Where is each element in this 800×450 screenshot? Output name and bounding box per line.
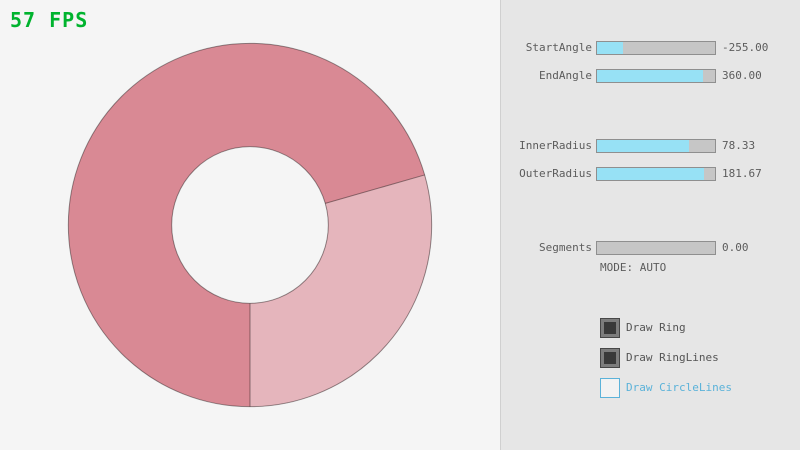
draw-circlelines-checkbox[interactable] (600, 378, 620, 398)
end-angle-value: 360.00 (722, 69, 762, 82)
fps-counter: 57 FPS (10, 8, 89, 32)
ring-boundary-line-right (325, 174, 425, 204)
end-angle-slider[interactable] (596, 69, 716, 83)
inner-radius-slider[interactable] (596, 139, 716, 153)
end-angle-label: EndAngle (539, 69, 592, 82)
segments-slider[interactable] (596, 241, 716, 255)
draw-ring-label: Draw Ring (626, 321, 686, 334)
check-mark (604, 322, 616, 334)
ring-single-sector (250, 174, 432, 407)
inner-radius-label: InnerRadius (519, 139, 592, 152)
start-angle-row: StartAngle -255.00 (500, 41, 800, 55)
segments-mode-text: MODE: AUTO (600, 261, 667, 274)
segments-label: Segments (539, 241, 592, 254)
inner-radius-slider-fill (597, 140, 690, 152)
start-angle-value: -255.00 (722, 41, 769, 54)
draw-ring-checkbox[interactable] (600, 318, 620, 338)
outer-radius-slider-fill (597, 168, 705, 180)
start-angle-slider-fill (597, 42, 623, 54)
end-angle-row: EndAngle 360.00 (500, 69, 800, 83)
start-angle-label: StartAngle (525, 41, 592, 54)
ring-svg (67, 42, 433, 408)
draw-circlelines-label: Draw CircleLines (626, 381, 732, 394)
ring-inner-outline (171, 146, 329, 304)
inner-radius-row: InnerRadius 78.33 (500, 139, 800, 153)
draw-ringlines-label: Draw RingLines (626, 351, 719, 364)
outer-radius-slider[interactable] (596, 167, 716, 181)
inner-radius-value: 78.33 (722, 139, 756, 152)
ring-outer-outline (67, 42, 433, 408)
start-angle-slider[interactable] (596, 41, 716, 55)
outer-radius-label: OuterRadius (519, 167, 592, 180)
check-mark (604, 352, 616, 364)
segments-row: Segments 0.00 (500, 241, 800, 255)
outer-radius-row: OuterRadius 181.67 (500, 167, 800, 181)
segments-value: 0.00 (722, 241, 749, 254)
end-angle-slider-fill (597, 70, 704, 82)
outer-radius-value: 181.67 (722, 167, 762, 180)
draw-ringlines-checkbox[interactable] (600, 348, 620, 368)
